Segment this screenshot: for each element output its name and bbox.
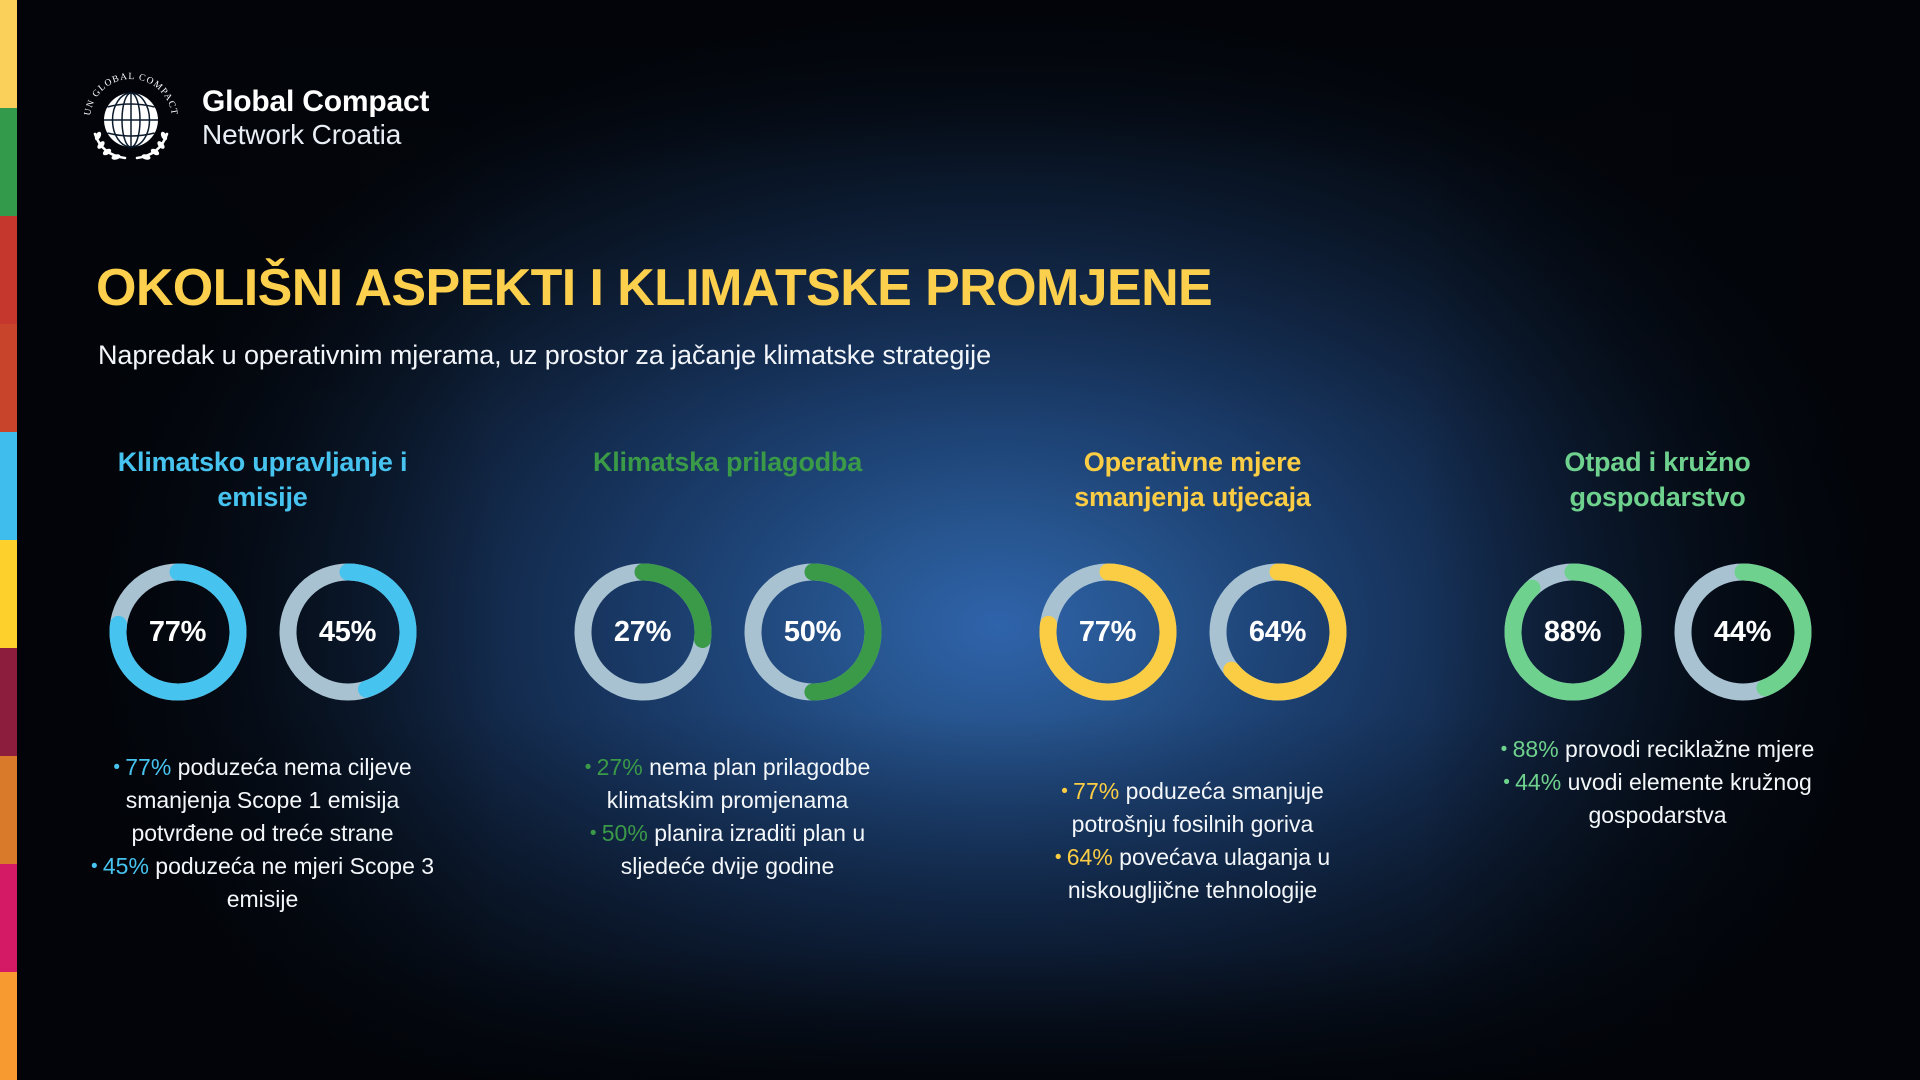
- bullet-percentage: 44%: [1515, 769, 1562, 796]
- bullet-item: • 77% poduzeća nema ciljeve smanjenja Sc…: [83, 751, 443, 850]
- sdg-stripe-red: [0, 216, 17, 324]
- brand-wordmark: Global Compact Network Croatia: [202, 86, 429, 149]
- bullet-text: nema plan prilagodbe klimatskim promjena…: [606, 754, 871, 814]
- bullet-dot-icon: •: [1061, 781, 1074, 802]
- donut-value-label: 45%: [318, 615, 377, 648]
- brand-name-line1: Global Compact: [202, 85, 430, 119]
- donut-group: 77% 64%: [1033, 557, 1353, 707]
- bullet-dot-icon: •: [1054, 847, 1067, 869]
- bullet-item: • 44% uvodi elemente kružnog gospodarstv…: [1478, 766, 1838, 832]
- column-bullet-list: • 88% provodi reciklažne mjere • 44% uvod…: [1478, 733, 1838, 832]
- sdg-stripe-gold: [0, 540, 17, 648]
- page-subtitle: Napredak u operativnim mjerama, uz prost…: [98, 340, 991, 370]
- donut-value-label: 64%: [1248, 615, 1307, 648]
- donut-value-label: 50%: [783, 615, 842, 648]
- column-heading: Klimatska prilagodba: [592, 447, 863, 477]
- sdg-stripe-green: [0, 108, 17, 216]
- donut-gauge: 64%: [1203, 557, 1353, 707]
- bullet-item: • 77% poduzeća smanjuje potrošnju fosiln…: [1013, 775, 1373, 841]
- donut-value-label: 88%: [1543, 615, 1602, 648]
- donut-progress-arc: [574, 563, 711, 701]
- bullet-text: poduzeća ne mjeri Scope 3 emisije: [148, 853, 435, 913]
- sdg-stripe-orange-red: [0, 324, 17, 432]
- bullet-item: • 50% planira izraditi plan u sljedeće d…: [548, 817, 908, 883]
- donut-value-label: 77%: [1078, 615, 1137, 648]
- donut-progress-arc: [279, 563, 416, 701]
- donut-progress-arc: [1674, 563, 1811, 701]
- bullet-text: planira izraditi plan u sljedeće dvije g…: [620, 820, 866, 880]
- bullet-item: • 64% povećava ulaganja u niskougljične …: [1013, 841, 1373, 907]
- sdg-stripe-cyan: [0, 432, 17, 540]
- un-global-compact-globe-laurel-icon: UN GLOBAL COMPACT: [83, 72, 178, 160]
- donut-progress-arc: [1209, 563, 1346, 701]
- sdg-stripe-yellow: [0, 0, 17, 108]
- donut-group: 88% 44%: [1498, 557, 1818, 707]
- donut-value-label: 27%: [613, 615, 672, 648]
- bullet-item: • 88% provodi reciklažne mjere: [1478, 733, 1838, 766]
- metric-column-klimatsko-upravljanje-i-emisije: Klimatsko upravljanje i emisije 77% 45% • 7…: [30, 445, 495, 917]
- bullet-dot-icon: •: [584, 757, 597, 778]
- donut-progress-arc: [1039, 563, 1176, 701]
- donut-group: 77% 45%: [103, 557, 423, 707]
- column-heading: Klimatsko upravljanje i emisije: [117, 447, 408, 513]
- bullet-percentage: 64%: [1066, 844, 1113, 871]
- sdg-stripe-maroon: [0, 648, 17, 756]
- donut-progress-arc: [109, 563, 246, 701]
- bullet-text: uvodi elemente kružnog gospodarstva: [1561, 769, 1812, 829]
- donut-gauge: 88%: [1498, 557, 1648, 707]
- page-title: OKOLIŠNI ASPEKTI I KLIMATSKE PROMJENE: [96, 259, 1213, 317]
- brand-name-line2: Network Croatia: [202, 119, 402, 151]
- bullet-text: poduzeća nema ciljeve smanjenja Scope 1 …: [125, 754, 412, 847]
- donut-gauge: 45%: [273, 557, 423, 707]
- metric-column-otpad-i-kruzno-gospodarstvo: Otpad i kružno gospodarstvo 88% 44% • 88% p…: [1425, 445, 1890, 917]
- metric-column-klimatska-prilagodba: Klimatska prilagodba 27% 50% • 27% nema pla…: [495, 445, 960, 917]
- bullet-dot-icon: •: [589, 823, 602, 845]
- bullet-percentage: 27%: [596, 754, 643, 780]
- column-bullet-list: • 77% poduzeća smanjuje potrošnju fosiln…: [1013, 775, 1373, 907]
- bullet-item: • 45% poduzeća ne mjeri Scope 3 emisije: [83, 850, 443, 916]
- bullet-text: povećava ulaganja u niskougljične tehnol…: [1067, 844, 1331, 904]
- column-heading: Operativne mjere smanjenja utjecaja: [1074, 447, 1311, 513]
- donut-gauge: 77%: [103, 557, 253, 707]
- bullet-dot-icon: •: [1500, 739, 1513, 760]
- donut-gauge: 77%: [1033, 557, 1183, 707]
- metric-columns: Klimatsko upravljanje i emisije 77% 45% • 7…: [30, 445, 1890, 917]
- metric-column-operativne-mjere-smanjenja-utjecaja: Operativne mjere smanjenja utjecaja 77% 64…: [960, 445, 1425, 917]
- bullet-text: provodi reciklažne mjere: [1558, 736, 1815, 762]
- bullet-dot-icon: •: [1503, 772, 1516, 794]
- donut-gauge: 44%: [1668, 557, 1818, 707]
- donut-group: 27% 50%: [568, 557, 888, 707]
- bullet-dot-icon: •: [90, 856, 103, 878]
- bullet-percentage: 50%: [601, 820, 648, 847]
- column-bullet-list: • 77% poduzeća nema ciljeve smanjenja Sc…: [83, 751, 443, 917]
- column-heading: Otpad i kružno gospodarstvo: [1564, 447, 1751, 513]
- brand-logo: UN GLOBAL COMPACT: [78, 62, 429, 174]
- bullet-percentage: 77%: [1073, 778, 1120, 804]
- donut-gauge: 50%: [738, 557, 888, 707]
- donut-gauge: 27%: [568, 557, 718, 707]
- bullet-dot-icon: •: [113, 757, 126, 778]
- column-bullet-list: • 27% nema plan prilagodbe klimatskim pr…: [548, 751, 908, 883]
- bullet-text: poduzeća smanjuje potrošnju fosilnih gor…: [1071, 778, 1324, 838]
- bullet-percentage: 77%: [125, 754, 172, 780]
- bullet-percentage: 88%: [1512, 736, 1559, 762]
- donut-progress-arc: [744, 563, 881, 701]
- bullet-percentage: 45%: [102, 853, 149, 880]
- sdg-stripe-magenta: [0, 864, 17, 972]
- donut-value-label: 44%: [1713, 615, 1772, 648]
- sdg-stripe-orange: [0, 756, 17, 864]
- donut-value-label: 77%: [148, 615, 207, 648]
- donut-progress-arc: [1504, 563, 1641, 701]
- bullet-item: • 27% nema plan prilagodbe klimatskim pr…: [548, 751, 908, 817]
- sdg-color-rail: [0, 0, 17, 1080]
- sdg-stripe-amber: [0, 972, 17, 1080]
